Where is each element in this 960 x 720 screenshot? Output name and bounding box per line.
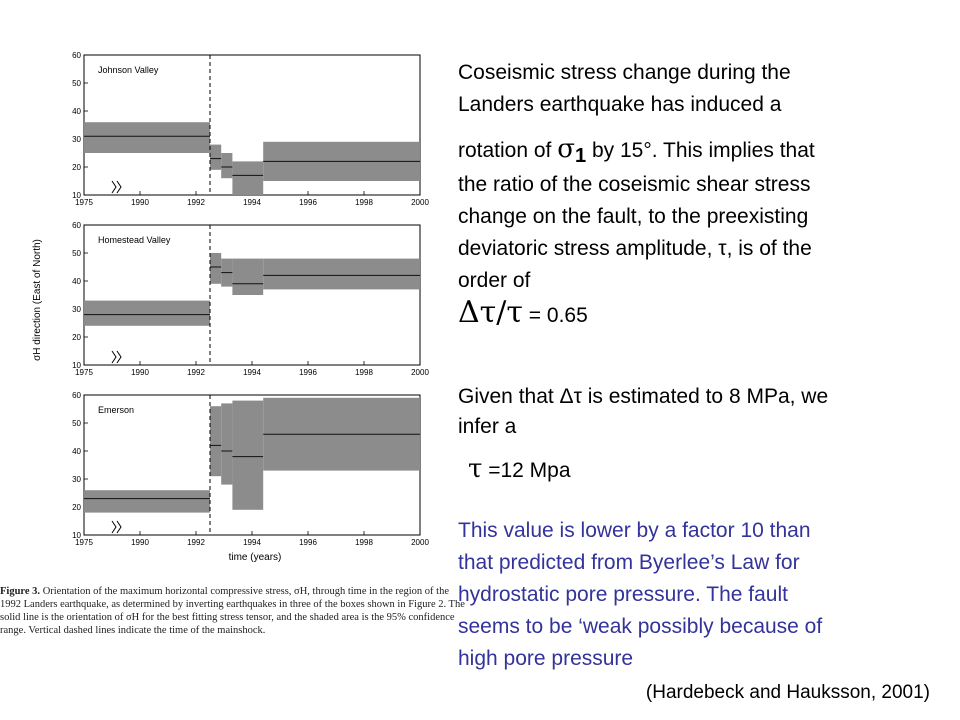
para1-line7: order of <box>458 269 531 292</box>
para2-line1: Given that Δτ is estimated to 8 MPa, we <box>458 385 829 408</box>
x-tick-label: 1975 <box>75 368 93 377</box>
confidence-band <box>210 253 222 284</box>
figure-caption: Figure 3. Orientation of the maximum hor… <box>0 585 470 637</box>
tau-equation: τ =12 Mpa <box>468 456 571 484</box>
x-tick-label: 1996 <box>299 198 317 207</box>
y-tick-label: 40 <box>72 107 81 116</box>
x-tick-label: 1992 <box>187 538 205 547</box>
x-tick-label: 1994 <box>243 368 261 377</box>
y-tick-label: 30 <box>72 475 81 484</box>
stress-orientation-figure: 10 20 30 40 50 60 1975 1990 1992 1994 1996 1998 2000… <box>32 51 429 563</box>
confidence-band <box>221 403 233 485</box>
para3-line4: seems to be ‘weak possibly because of <box>458 615 823 638</box>
para1-line3-a: rotation of <box>458 139 558 162</box>
para1-line4: the ratio of the coseismic shear stress <box>458 173 811 196</box>
para1-line2: Landers earthquake has induced a <box>458 93 782 116</box>
confidence-band <box>263 258 420 290</box>
y-tick-label: 60 <box>72 51 81 60</box>
panel-3: 10 20 30 40 50 60 1975 1990 1992 1994 1996 1998 2000… <box>72 391 429 547</box>
x-tick-label: 1994 <box>243 198 261 207</box>
para2-line2: infer a <box>458 415 517 438</box>
y-tick-label: 10 <box>72 191 81 200</box>
x-tick-label: 1996 <box>299 368 317 377</box>
y-tick-label: 60 <box>72 221 81 230</box>
para3-line1: This value is lower by a factor 10 than <box>458 519 811 542</box>
x-axis-label: time (years) <box>229 552 282 563</box>
panel-title: Homestead Valley <box>98 235 171 245</box>
x-tick-label: 1998 <box>355 368 373 377</box>
x-tick-label: 2000 <box>411 368 429 377</box>
y-tick-label: 40 <box>72 447 81 456</box>
axis-break <box>111 520 122 534</box>
panel-2: 10 20 30 40 50 60 1975 1990 1992 1994 1996 1998 2000… <box>72 221 429 377</box>
confidence-band <box>221 153 233 179</box>
para1-line3-b: by 15°. This implies that <box>586 139 815 162</box>
axis-break <box>111 350 122 364</box>
caption-label: Figure 3. <box>0 586 41 597</box>
para1-line5: change on the fault, to the preexisting <box>458 205 809 228</box>
confidence-band <box>84 300 210 326</box>
x-tick-label: 1992 <box>187 198 205 207</box>
y-tick-label: 50 <box>72 249 81 258</box>
y-tick-label: 40 <box>72 277 81 286</box>
confidence-band <box>210 144 222 170</box>
para3-line2: that predicted from Byerlee’s Law for <box>458 551 800 574</box>
confidence-band <box>232 258 264 295</box>
sigma-symbol: σ <box>557 134 575 164</box>
ratio-rhs: = 0.65 <box>522 304 588 327</box>
confidence-band <box>210 406 222 477</box>
x-tick-label: 1992 <box>187 368 205 377</box>
x-tick-label: 1998 <box>355 538 373 547</box>
y-tick-label: 20 <box>72 333 81 342</box>
confidence-band <box>232 161 264 195</box>
x-tick-label: 2000 <box>411 538 429 547</box>
y-tick-label: 10 <box>72 361 81 370</box>
y-tick-label: 50 <box>72 419 81 428</box>
ratio-equation: Δτ/τ = 0.65 <box>458 298 588 329</box>
ratio-lhs: Δτ/τ <box>458 295 523 330</box>
tau-rhs: =12 Mpa <box>482 459 571 482</box>
x-tick-label: 1996 <box>299 538 317 547</box>
x-tick-label: 1975 <box>75 538 93 547</box>
para3-line3: hydrostatic pore pressure. The fault <box>458 583 788 606</box>
para3-line5: high pore pressure <box>458 647 634 670</box>
axis-break <box>111 180 122 194</box>
panel-1: 10 20 30 40 50 60 1975 1990 1992 1994 1996 1998 2000… <box>72 51 429 207</box>
reference: (Hardebeck and Hauksson, 2001) <box>645 682 930 703</box>
y-tick-label: 10 <box>72 531 81 540</box>
x-tick-label: 1994 <box>243 538 261 547</box>
y-tick-label: 50 <box>72 79 81 88</box>
panel-title: Johnson Valley <box>98 65 159 75</box>
caption-text: Orientation of the maximum horizontal co… <box>0 586 465 636</box>
para1-line1: Coseismic stress change during the <box>458 61 791 84</box>
y-axis-label: σH direction (East of North) <box>32 239 43 361</box>
x-tick-label: 2000 <box>411 198 429 207</box>
x-tick-label: 1990 <box>131 368 149 377</box>
x-tick-label: 1998 <box>355 198 373 207</box>
confidence-band <box>84 122 210 153</box>
confidence-band <box>84 490 210 513</box>
panel-title: Emerson <box>98 405 134 415</box>
sigma-subscript: 1 <box>574 145 587 168</box>
para1-line6: deviatoric stress amplitude, τ, is of th… <box>458 237 812 260</box>
y-tick-label: 60 <box>72 391 81 400</box>
para1-line3: rotation of σ1 by 15°. This implies that <box>458 136 815 169</box>
confidence-band <box>232 400 264 510</box>
y-tick-label: 20 <box>72 163 81 172</box>
tau-lhs: τ <box>468 454 483 484</box>
x-tick-label: 1990 <box>131 198 149 207</box>
y-tick-label: 20 <box>72 503 81 512</box>
y-tick-label: 30 <box>72 305 81 314</box>
x-tick-label: 1975 <box>75 198 93 207</box>
y-tick-label: 30 <box>72 135 81 144</box>
x-tick-label: 1990 <box>131 538 149 547</box>
